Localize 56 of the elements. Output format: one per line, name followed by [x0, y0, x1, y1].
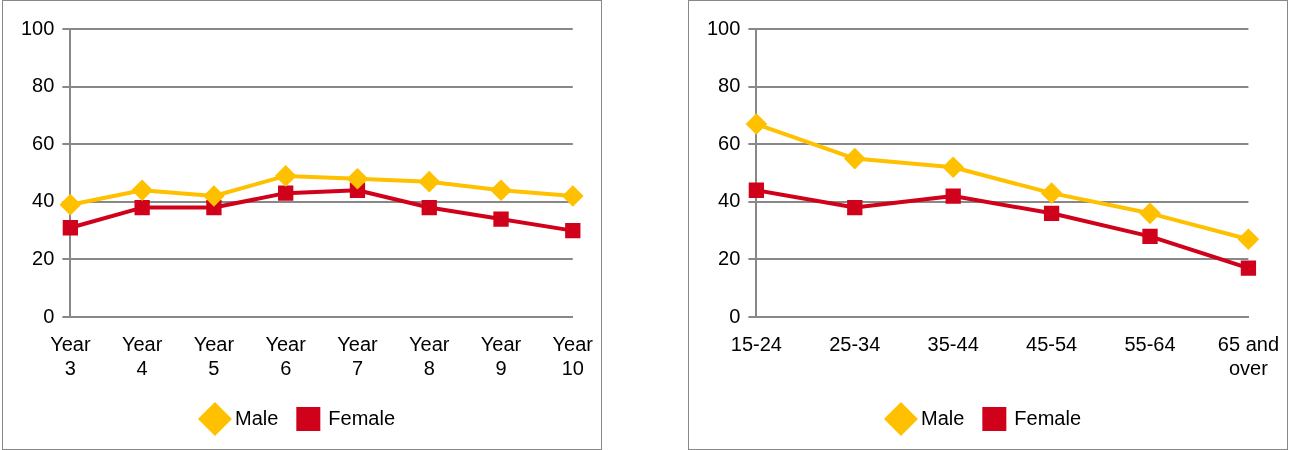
- point: [1238, 229, 1259, 250]
- legend-label: Female: [1014, 406, 1082, 429]
- y-tick-label: 80: [32, 74, 55, 97]
- x-tick-label: Year 10: [552, 332, 594, 379]
- point: [1043, 205, 1060, 221]
- point: [746, 114, 767, 135]
- point: [562, 186, 583, 207]
- x-tick-label: Year 7: [337, 332, 379, 379]
- point: [1240, 260, 1257, 276]
- x-tick-label: Year 9: [480, 332, 522, 379]
- point: [1041, 183, 1062, 204]
- point: [132, 180, 153, 201]
- point: [203, 186, 224, 207]
- point: [945, 188, 961, 204]
- y-tick-label: 20: [718, 246, 741, 269]
- point: [421, 199, 437, 216]
- point: [278, 185, 294, 201]
- y-tick-label: 60: [32, 131, 55, 154]
- x-tick-label: 35-44: [927, 332, 979, 355]
- point: [1142, 228, 1158, 245]
- x-tick-label: 65 and over: [1217, 332, 1279, 379]
- x-tick-label: Year 5: [193, 332, 235, 379]
- x-tick-label: 45-54: [1026, 332, 1078, 355]
- point: [419, 171, 440, 192]
- y-tick-label: 0: [43, 304, 55, 327]
- point: [62, 220, 79, 236]
- x-tick-label: Year 8: [409, 332, 450, 379]
- y-tick-label: 20: [32, 246, 55, 269]
- y-tick-label: 60: [718, 131, 741, 154]
- y-tick-label: 80: [718, 74, 741, 97]
- point: [748, 182, 765, 198]
- x-tick-label: Year 4: [121, 332, 163, 379]
- point: [1140, 203, 1161, 224]
- legend-label: Male: [234, 406, 279, 429]
- x-tick-label: Year 3: [50, 332, 91, 379]
- x-tick-label: 15-24: [730, 332, 782, 355]
- x-tick-label: 25-34: [829, 332, 881, 355]
- y-tick-label: 40: [718, 189, 741, 212]
- point: [60, 194, 81, 215]
- y-tick-label: 40: [32, 189, 55, 212]
- x-tick-label: 55-64: [1124, 332, 1176, 355]
- point: [275, 165, 296, 186]
- y-tick-label: 100: [20, 16, 55, 39]
- point: [134, 199, 150, 216]
- point: [491, 180, 512, 201]
- legend-label: Female: [328, 406, 396, 429]
- point: [943, 157, 964, 178]
- point: [565, 222, 581, 239]
- point: [847, 199, 863, 216]
- y-tick-label: 100: [706, 16, 741, 39]
- legend-label: Male: [920, 406, 965, 429]
- point: [347, 168, 368, 189]
- point: [844, 148, 865, 169]
- y-tick-label: 0: [729, 304, 741, 327]
- point: [493, 211, 509, 227]
- x-tick-label: Year 6: [265, 332, 307, 379]
